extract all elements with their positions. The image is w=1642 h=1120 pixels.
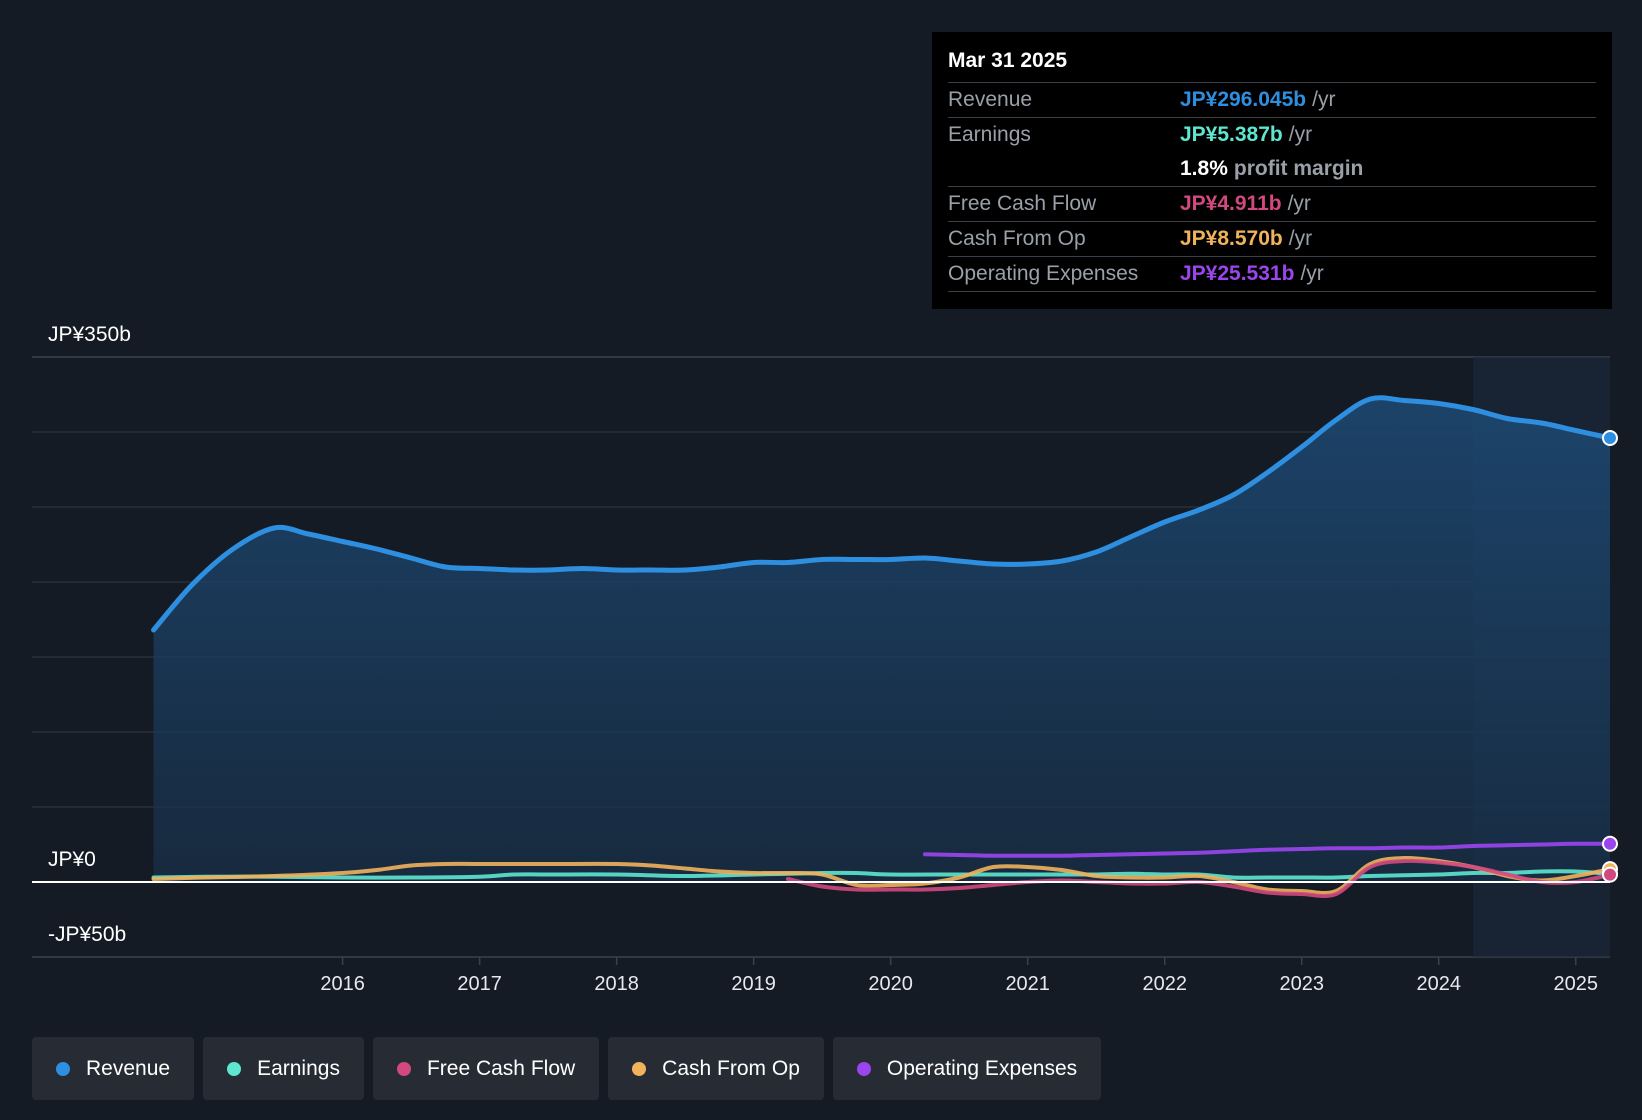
x-axis: 2016 2017 2018 2019 2020 2021 2022 2023 2024 2025 <box>320 957 1598 995</box>
tooltip-unit: /yr <box>1288 227 1313 250</box>
tooltip-unit: /yr <box>1312 88 1336 111</box>
tooltip-label: Revenue <box>948 88 1033 111</box>
tooltip-row-free-cash-flow: Free Cash Flow JP¥4.911b /yr <box>948 187 1596 222</box>
earnings-dot-icon <box>227 1061 242 1076</box>
legend-label: Revenue <box>86 1056 171 1080</box>
legend-label: Free Cash Flow <box>426 1056 576 1080</box>
tooltip-label: Free Cash Flow <box>948 192 1097 215</box>
revenue-end-marker <box>1602 430 1618 446</box>
legend-item-earnings[interactable]: Earnings <box>203 1037 364 1100</box>
revenue-line <box>151 395 1613 633</box>
y-tick-label: -JP¥50b <box>48 923 126 946</box>
revenue-area <box>153 397 1611 882</box>
area-layer <box>153 397 1611 882</box>
series-lines <box>151 395 1613 899</box>
x-tick-label: 2024 <box>1416 973 1461 995</box>
tooltip-unit: /yr <box>1300 262 1324 285</box>
earnings-line <box>151 869 1612 880</box>
tooltip-label: Earnings <box>948 123 1031 146</box>
x-tick-label: 2017 <box>457 973 502 995</box>
x-tick-label: 2022 <box>1142 973 1187 995</box>
x-tick-label: 2018 <box>594 973 639 995</box>
tooltip-value: JP¥4.911b <box>1180 192 1282 215</box>
tooltip-panel: Mar 31 2025 Revenue JP¥296.045b /yr Earn… <box>932 32 1612 309</box>
legend-label: Earnings <box>257 1056 340 1080</box>
operating-expenses-dot-icon <box>856 1061 871 1076</box>
tooltip-unit: /yr <box>1287 192 1311 215</box>
operating-expenses-line <box>922 841 1612 858</box>
y-tick-label: JP¥350b <box>48 323 131 346</box>
end-markers <box>1602 430 1618 883</box>
cash-from-op-line <box>151 855 1612 896</box>
tooltip-date: Mar 31 2025 <box>948 46 1596 83</box>
tooltip-label <box>948 152 1180 186</box>
legend-label: Operating Expenses <box>886 1056 1078 1080</box>
operating-expenses-end-marker <box>1602 835 1618 852</box>
free-cash-flow-dot-icon <box>396 1061 411 1076</box>
legend-label: Cash From Op <box>662 1056 800 1080</box>
legend-item-free-cash-flow[interactable]: Free Cash Flow <box>372 1037 600 1100</box>
free-cash-flow-end-marker <box>1602 866 1618 883</box>
cash-from-op-dot-icon <box>632 1061 647 1076</box>
x-tick-label: 2020 <box>868 973 913 995</box>
profit-margin-value: 1.8% <box>1180 157 1228 180</box>
profit-margin-text: profit margin <box>1233 157 1364 180</box>
chart-legend: Revenue Earnings Free Cash Flow Cash Fro… <box>32 1037 1102 1100</box>
tooltip-label: Cash From Op <box>948 227 1086 250</box>
tooltip-row-cash-from-op: Cash From Op JP¥8.570b /yr <box>948 222 1596 257</box>
x-tick-label: 2023 <box>1279 973 1324 995</box>
x-tick-label: 2021 <box>1005 973 1050 995</box>
legend-item-cash-from-op[interactable]: Cash From Op <box>608 1037 824 1100</box>
tooltip-unit: /yr <box>1288 123 1313 146</box>
tooltip-row-operating-expenses: Operating Expenses JP¥25.531b /yr <box>948 257 1596 292</box>
legend-item-operating-expenses[interactable]: Operating Expenses <box>832 1037 1102 1100</box>
tooltip-value: JP¥25.531b <box>1180 262 1295 285</box>
tooltip-value: JP¥8.570b <box>1180 227 1283 250</box>
tooltip-value: JP¥5.387b <box>1180 123 1283 146</box>
revenue-dot-icon <box>56 1061 70 1076</box>
x-tick-label: 2016 <box>320 973 365 995</box>
tooltip-row-revenue: Revenue JP¥296.045b /yr <box>948 83 1596 118</box>
y-axis: JP¥350b JP¥0 -JP¥50b <box>48 323 131 946</box>
tooltip-value: JP¥296.045b <box>1180 88 1307 111</box>
x-tick-label: 2019 <box>731 973 776 995</box>
legend-item-revenue[interactable]: Revenue <box>32 1037 195 1100</box>
y-tick-label: JP¥0 <box>48 848 96 871</box>
tooltip-row-earnings: Earnings JP¥5.387b /yr <box>948 118 1596 152</box>
x-tick-label: 2025 <box>1553 973 1598 995</box>
tooltip-label: Operating Expenses <box>948 262 1139 285</box>
tooltip-row-profit-margin: 1.8% profit margin <box>948 152 1596 187</box>
